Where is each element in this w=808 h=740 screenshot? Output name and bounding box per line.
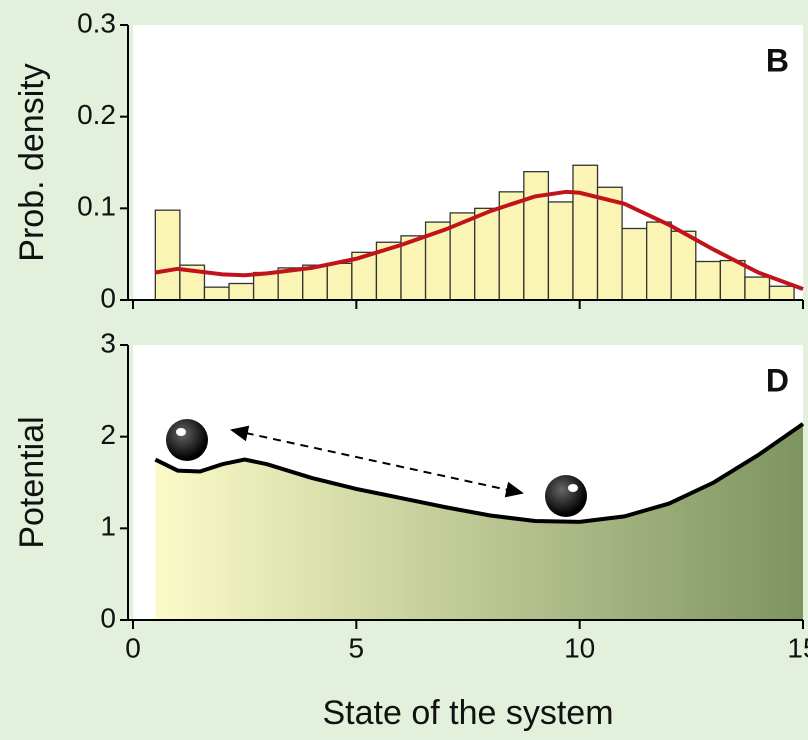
bar xyxy=(695,260,722,301)
bar xyxy=(646,221,672,301)
bar xyxy=(302,264,328,301)
bar xyxy=(547,201,574,301)
ball-highlight xyxy=(568,484,578,492)
x-tick-label: 5 xyxy=(349,632,365,663)
y-axis-label: Potential xyxy=(13,416,51,548)
area-fill xyxy=(155,423,804,620)
y-tick-label: 0 xyxy=(100,282,116,313)
bar xyxy=(252,271,279,301)
bar xyxy=(621,227,648,301)
bar xyxy=(523,171,550,301)
bar xyxy=(277,267,304,301)
ball xyxy=(545,475,587,517)
y-tick-label: 3 xyxy=(100,327,116,358)
bar xyxy=(203,286,230,301)
y-tick-label: 0.1 xyxy=(77,191,116,222)
ball-highlight xyxy=(176,428,186,436)
decoration xyxy=(166,419,587,517)
bar xyxy=(596,186,623,301)
y-tick-label: 2 xyxy=(100,419,116,450)
potential-line xyxy=(154,422,805,524)
x-axis-label: State of the system xyxy=(322,694,613,732)
x-tick-label: 0 xyxy=(125,632,141,663)
bar xyxy=(744,276,771,301)
bar xyxy=(719,259,746,301)
panel-label: D xyxy=(766,362,789,398)
bar xyxy=(768,285,795,301)
bar xyxy=(670,230,697,301)
bar xyxy=(228,282,255,301)
bar xyxy=(498,191,525,301)
ball xyxy=(166,419,208,461)
x-tick-label: 10 xyxy=(564,632,595,663)
bar xyxy=(326,262,353,301)
arrow xyxy=(230,425,524,498)
bar xyxy=(474,207,500,301)
x-tick-label: 15 xyxy=(787,632,808,663)
y-tick-label: 0.3 xyxy=(77,7,116,38)
bar xyxy=(154,209,181,301)
panel-label: B xyxy=(766,42,789,78)
bar xyxy=(572,164,599,301)
y-tick-label: 1 xyxy=(100,511,116,542)
y-tick-label: 0 xyxy=(100,602,116,633)
y-tick-label: 0.2 xyxy=(77,99,116,130)
density-curve xyxy=(155,189,804,291)
y-axis-label: Prob. density xyxy=(13,63,51,261)
